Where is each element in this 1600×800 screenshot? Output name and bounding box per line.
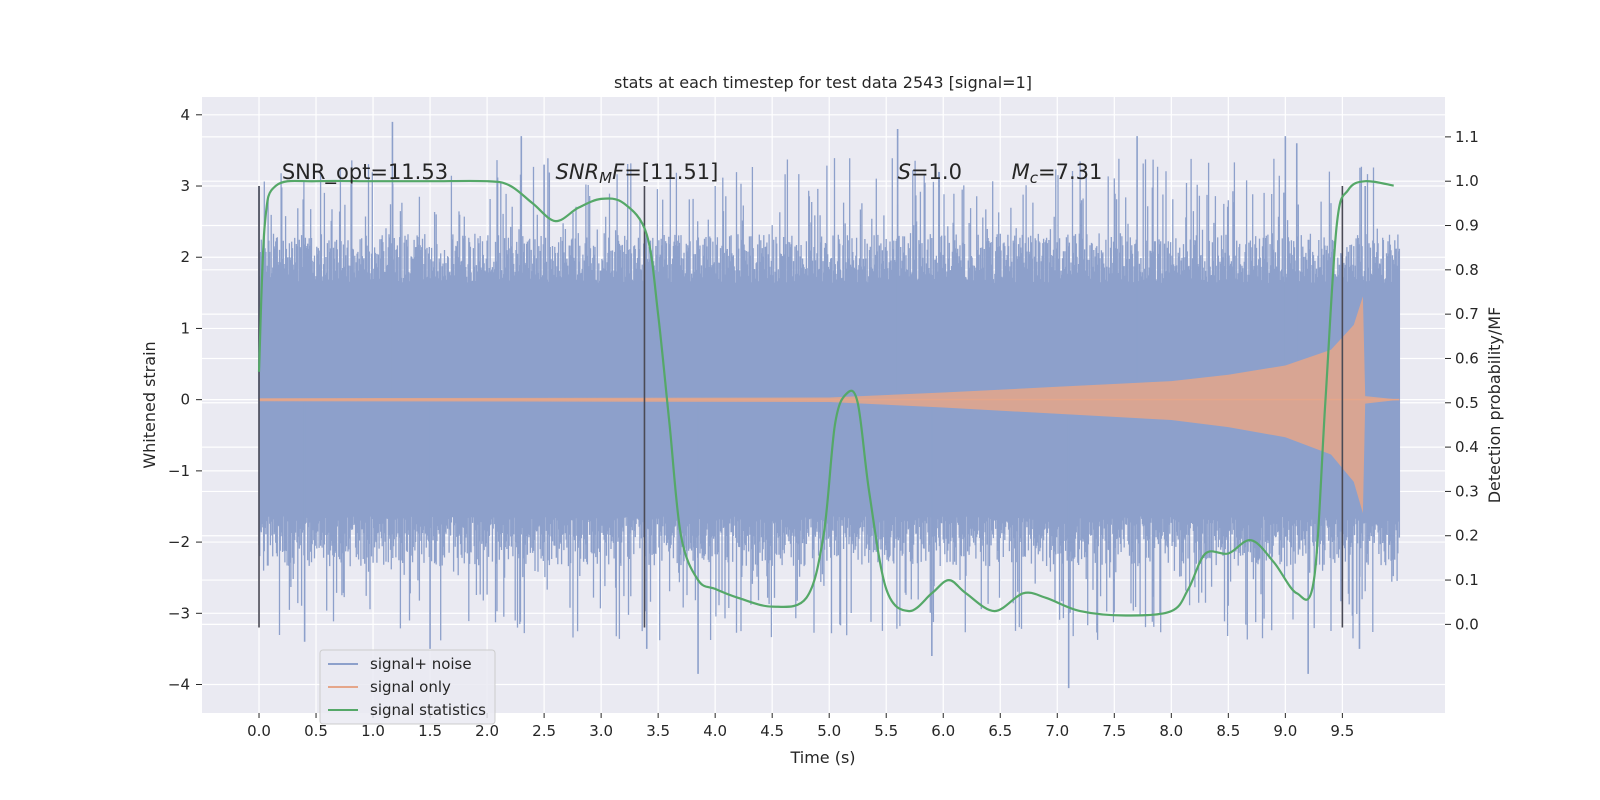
x-tick-label: 4.5: [760, 722, 784, 740]
x-tick-label: 4.0: [703, 722, 727, 740]
annotation-4: Mc=7.31: [1012, 160, 1103, 187]
x-tick-label: 6.5: [988, 722, 1012, 740]
y-right-tick-label: 0.1: [1455, 571, 1479, 589]
chart-title: stats at each timestep for test data 254…: [614, 73, 1032, 92]
annotation-1: SNR_opt=11.53: [282, 160, 448, 185]
y-right-tick-label: 0.0: [1455, 615, 1479, 633]
signal-only-envelope: [259, 296, 1400, 514]
y-axis-label: Whitened strain: [140, 341, 159, 468]
y-tick-label: −3: [168, 604, 190, 622]
x-tick-label: 1.0: [361, 722, 385, 740]
y-tick-label: −4: [168, 676, 190, 694]
x-tick-label: 8.0: [1159, 722, 1183, 740]
y-tick-label: 3: [180, 177, 190, 195]
x-tick-label: 2.5: [532, 722, 556, 740]
y-right-tick-label: 1.0: [1455, 172, 1479, 190]
x-tick-label: 8.5: [1216, 722, 1240, 740]
x-tick-label: 3.0: [589, 722, 613, 740]
x-tick-label: 3.5: [646, 722, 670, 740]
x-tick-label: 2.0: [475, 722, 499, 740]
x-tick-label: 7.5: [1102, 722, 1126, 740]
x-tick-label: 0.5: [304, 722, 328, 740]
annotation-3: S=1.0: [898, 160, 962, 184]
x-tick-label: 1.5: [418, 722, 442, 740]
signal-statistics-line: [257, 179, 1394, 617]
y-right-tick-label: 0.6: [1455, 349, 1479, 367]
y-tick-label: −1: [168, 462, 190, 480]
annotation-2: SNRMF=[11.51]: [556, 160, 719, 187]
y-axis-ticks: 4 3 2 1 0 −1 −2 −3 −4: [168, 106, 202, 694]
x-tick-label: 6.0: [931, 722, 955, 740]
x-tick-label: 7.0: [1045, 722, 1069, 740]
y-right-tick-label: 0.5: [1455, 394, 1479, 412]
x-tick-label: 9.0: [1273, 722, 1297, 740]
x-axis-label: Time (s): [789, 748, 855, 767]
y-right-axis-ticks: 1.1 1.0 0.9 0.8 0.7 0.6 0.5 0.4 0.3 0.2 0.1 0.0: [1445, 128, 1479, 633]
y-tick-label: 4: [180, 106, 190, 124]
y-right-tick-label: 0.4: [1455, 438, 1479, 456]
x-tick-label: 9.5: [1330, 722, 1354, 740]
y-tick-label: 2: [180, 248, 190, 266]
x-axis-ticks: 0.0 0.5 1.0 1.5 2.0 2.5 3.0 3.5 4.0 4.5 5.0 5.5 6.0 6…: [247, 713, 1354, 740]
y-tick-label: 1: [180, 319, 190, 337]
y-tick-label: −2: [168, 533, 190, 551]
y-right-tick-label: 0.9: [1455, 217, 1479, 235]
signal-only-series: [259, 296, 1400, 514]
y-tick-label: 0: [180, 391, 190, 409]
x-tick-label: 5.0: [817, 722, 841, 740]
legend: signal+ noise signal only signal statist…: [319, 649, 496, 725]
y-right-tick-label: 0.2: [1455, 527, 1479, 545]
legend-label-signal-only: signal only: [370, 678, 451, 696]
signal-statistics-series: [257, 179, 1394, 617]
legend-label-signal-noise: signal+ noise: [370, 655, 472, 673]
x-tick-label: 0.0: [247, 722, 271, 740]
y-right-tick-label: 1.1: [1455, 128, 1479, 146]
vertical-markers: [258, 186, 1344, 628]
y-right-axis-label: Detection probability/MF: [1485, 307, 1504, 504]
annotations: SNR_opt=11.53 SNRMF=[11.51] S=1.0 Mc=7.31: [282, 160, 1103, 187]
y-right-tick-label: 0.7: [1455, 305, 1479, 323]
legend-box: [319, 649, 496, 725]
y-right-tick-label: 0.3: [1455, 482, 1479, 500]
y-right-tick-label: 0.8: [1455, 261, 1479, 279]
x-tick-label: 5.5: [874, 722, 898, 740]
legend-label-signal-statistics: signal statistics: [370, 701, 486, 719]
